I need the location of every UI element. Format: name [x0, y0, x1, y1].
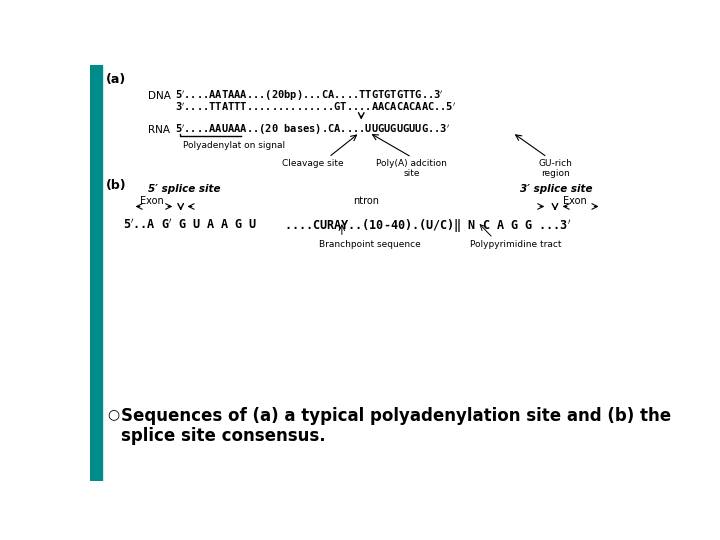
Text: (a): (a)	[106, 72, 126, 85]
Text: 5$'$....AATAAA...(20bp)...CA....TTGTGTGTTG..3$'$: 5$'$....AATAAA...(20bp)...CA....TTGTGTGT…	[175, 89, 444, 103]
Text: Polypyrimidine tract: Polypyrimidine tract	[469, 240, 562, 249]
Text: Sequences of (a) a typical polyadenylation site and (b) the: Sequences of (a) a typical polyadenylati…	[121, 408, 671, 426]
Text: ○: ○	[107, 408, 120, 421]
Text: GU-rich
region: GU-rich region	[538, 159, 572, 178]
Text: Poly(A) adcition
site: Poly(A) adcition site	[376, 159, 447, 178]
Text: 5$'$..A G$'$ G U A A G U: 5$'$..A G$'$ G U A A G U	[122, 217, 257, 232]
Text: ntron: ntron	[354, 195, 379, 206]
Bar	[90, 65, 102, 481]
Text: splice site consensus.: splice site consensus.	[121, 427, 325, 445]
Text: Polyadenylat on signal: Polyadenylat on signal	[183, 141, 285, 150]
Text: Exon: Exon	[140, 195, 164, 206]
Text: RNA: RNA	[148, 125, 170, 135]
Text: Exon: Exon	[563, 195, 587, 206]
Text: ....CURAY..(10-40).(U/C)‖ N C A G G ...3$'$: ....CURAY..(10-40).(U/C)‖ N C A G G ...3…	[284, 217, 571, 235]
Text: 3′ splice site: 3′ splice site	[520, 184, 593, 194]
Text: Branchpoint sequence: Branchpoint sequence	[319, 240, 420, 248]
Text: 5$'$....AAUAAA..(20 bases).CA....UUGUGUGUUG..3$'$: 5$'$....AAUAAA..(20 bases).CA....UUGUGUG…	[175, 123, 450, 138]
Text: DNA: DNA	[148, 91, 171, 100]
Text: 5′ splice site: 5′ splice site	[148, 184, 220, 194]
Text: 3$'$....TTATTT..............GT....AACACACAAC..5$'$: 3$'$....TTATTT..............GT....AACACA…	[175, 101, 456, 113]
Text: (b): (b)	[106, 179, 126, 192]
Text: Cleavage site: Cleavage site	[282, 159, 344, 168]
